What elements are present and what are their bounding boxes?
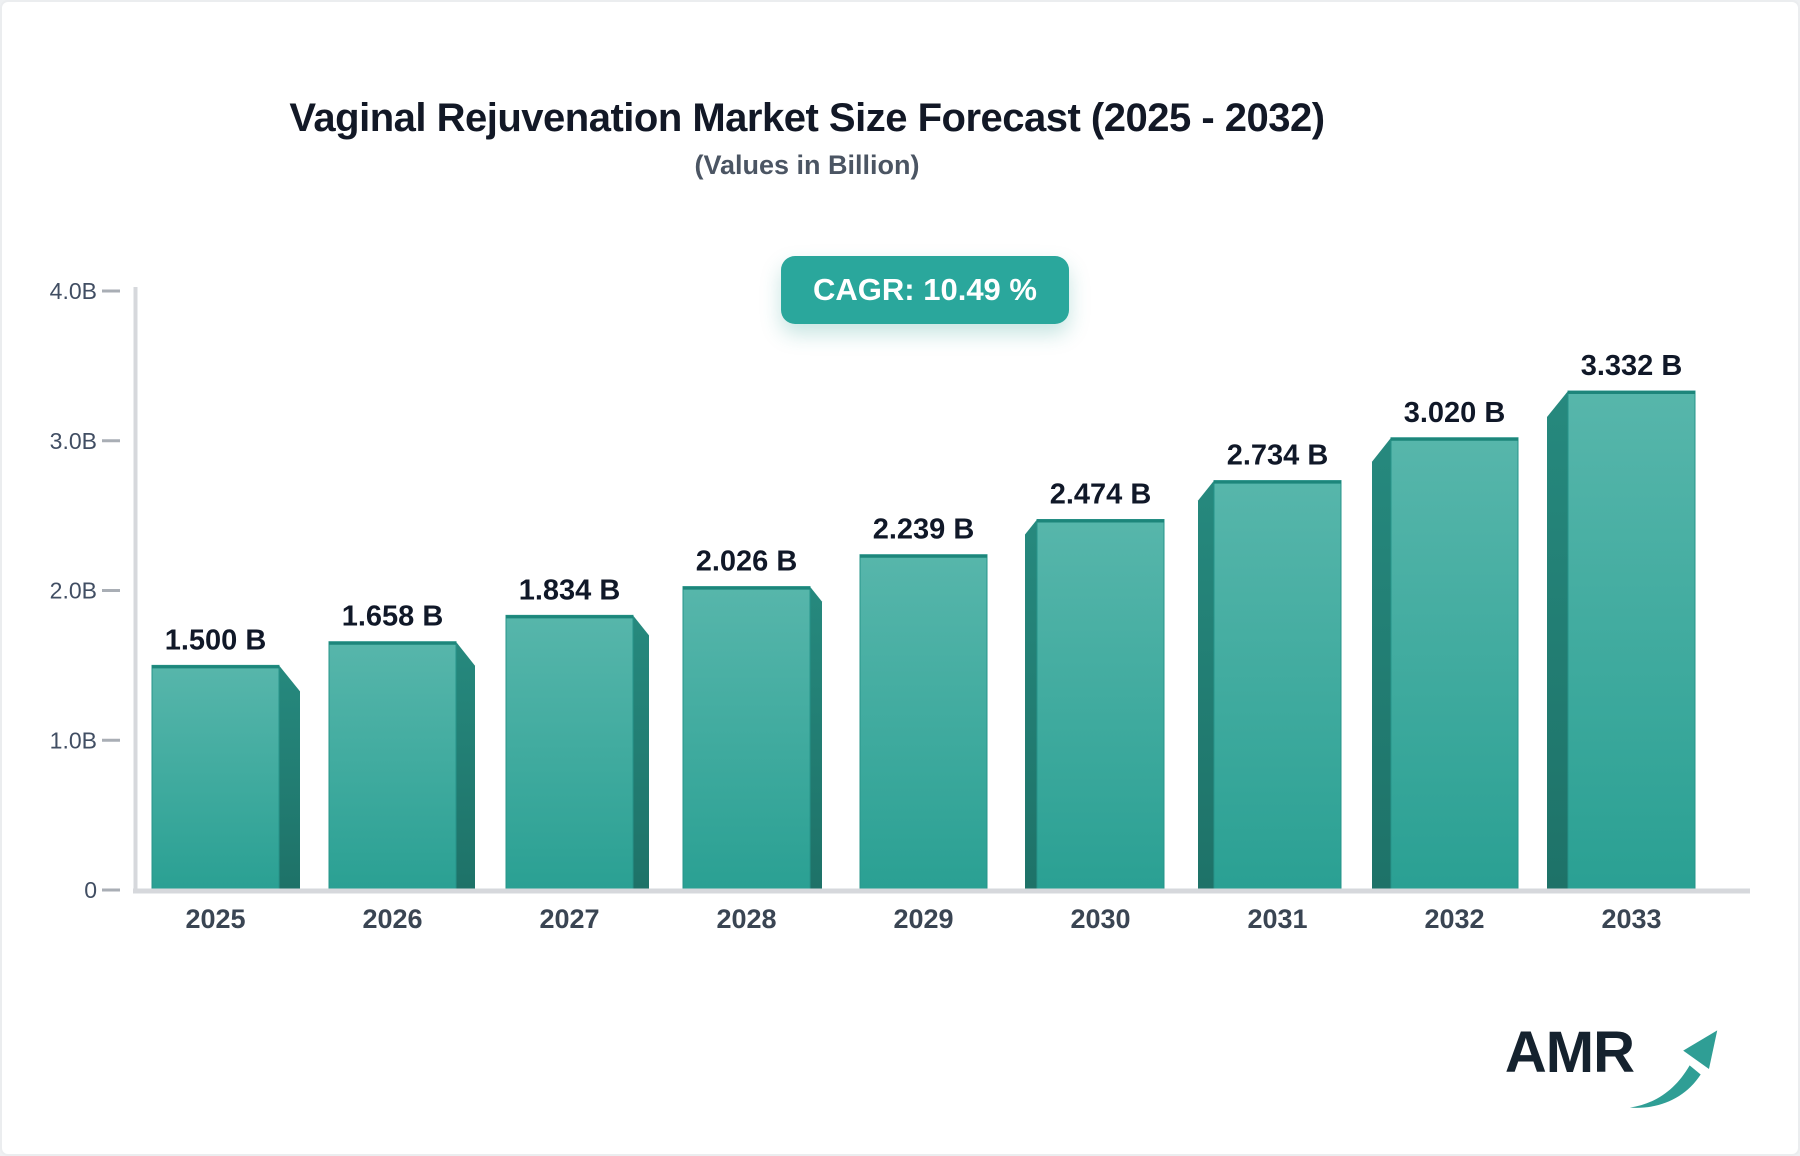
bar-side-face — [810, 586, 822, 890]
x-axis-label: 2029 — [893, 904, 953, 934]
bar-side-face — [1198, 480, 1214, 890]
bar — [1213, 480, 1342, 891]
bar-value-label: 2.026 B — [696, 546, 798, 578]
bar-value-label: 1.500 B — [165, 624, 267, 656]
amr-logo: AMR — [1505, 1024, 1720, 1112]
y-axis-tick-label: 1.0B — [50, 727, 97, 753]
bar-value-label: 2.474 B — [1050, 479, 1152, 511]
bar — [505, 614, 634, 891]
bar-side-face — [1025, 519, 1037, 890]
chart-title: Vaginal Rejuvenation Market Size Forecas… — [289, 96, 1325, 140]
bar-side-face — [633, 615, 649, 890]
y-axis-tick-label: 0 — [84, 877, 97, 903]
y-axis-tick-label: 4.0B — [50, 278, 97, 304]
amr-logo-text: AMR — [1504, 1020, 1635, 1085]
growth-arrow-icon — [1629, 1030, 1718, 1108]
x-axis-label: 2033 — [1601, 904, 1661, 934]
cagr-badge: CAGR: 10.49 % — [781, 256, 1069, 324]
bar — [682, 586, 811, 891]
bar — [1036, 519, 1165, 891]
x-axis-label: 2031 — [1247, 904, 1307, 934]
bar-value-label: 2.239 B — [873, 514, 975, 546]
bar-value-label: 1.658 B — [342, 601, 444, 633]
bar-side-face — [279, 665, 300, 890]
y-axis-tick-label: 3.0B — [50, 428, 97, 454]
bar-value-label: 2.734 B — [1227, 440, 1329, 472]
x-axis-label: 2028 — [716, 904, 776, 934]
x-axis-label: 2025 — [185, 904, 245, 934]
bar-value-label: 3.020 B — [1404, 397, 1506, 429]
x-axis-label: 2032 — [1424, 904, 1484, 934]
bar — [1390, 437, 1519, 891]
bar — [328, 641, 457, 891]
bar-side-face — [456, 641, 475, 890]
bar-side-face — [1547, 391, 1568, 890]
x-axis-label: 2026 — [362, 904, 422, 934]
x-axis-label: 2027 — [539, 904, 599, 934]
bar-side-face — [1372, 437, 1391, 890]
bar — [859, 554, 988, 891]
plot-area: 0 1.0B 2.0B 3.0B 4.0B 1.500 B 2025 1.658 B 2026 1… — [50, 278, 1750, 934]
bar-value-label: 1.834 B — [519, 574, 621, 606]
bar-value-label: 3.332 B — [1581, 350, 1683, 382]
y-axis-tick-label: 2.0B — [50, 578, 97, 604]
bar — [151, 664, 280, 891]
x-axis-label: 2030 — [1070, 904, 1130, 934]
chart-subtitle: (Values in Billion) — [694, 150, 920, 180]
bar — [1567, 390, 1696, 891]
